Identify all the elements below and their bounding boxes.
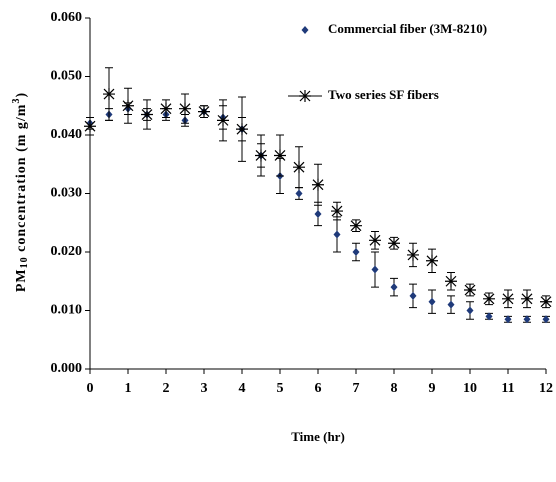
point [179,102,191,115]
point [84,120,96,133]
point [352,248,360,256]
legend-label: Two series SF fibers [328,87,439,102]
point [428,297,436,306]
point [445,275,457,288]
y-label-sub: 10 [19,256,30,268]
point [314,209,322,218]
point [407,248,419,261]
point [504,315,512,324]
y-tick-label: 0.020 [51,244,83,259]
x-axis-label: Time (hr) [291,429,345,444]
point [160,102,172,115]
point [236,123,248,136]
point [141,108,153,121]
point [542,315,550,324]
point [409,291,417,300]
y-label-sup: 3 [11,98,22,104]
y-tick-label: 0.010 [51,303,83,318]
y-tick-label: 0.040 [51,127,83,142]
x-tick-label: 8 [391,381,398,396]
point [295,189,303,198]
point [540,295,552,308]
y-tick-label: 0.060 [51,10,83,25]
x-tick-label: 3 [201,381,208,396]
y-tick-label: 0.000 [51,361,83,376]
point [466,306,474,315]
point [369,234,381,247]
x-tick-label: 10 [463,381,477,396]
y-label-part: PM [14,268,29,292]
point [198,105,210,118]
x-tick-label: 0 [87,381,94,396]
y-label-part: concentration (m g/m [14,104,29,257]
x-tick-label: 2 [163,381,170,396]
y-tick-label: 0.030 [51,186,83,201]
point [122,99,134,112]
x-tick-label: 9 [429,381,436,396]
point [293,161,305,174]
point [483,292,495,305]
y-axis-label: PM10 concentration (m g/m3) [11,92,30,292]
y-tick-label: 0.050 [51,69,83,84]
point [333,230,341,239]
point [371,265,379,274]
legend-label: Commercial fiber (3M-8210) [328,21,487,36]
legend-marker [301,26,309,34]
point [523,315,531,324]
point [217,114,229,127]
point [331,205,343,218]
y-label-part: ) [14,92,29,98]
point [426,254,438,267]
point [350,219,362,232]
point [255,149,267,162]
x-tick-label: 11 [501,381,514,396]
x-tick-label: 6 [315,381,322,396]
x-tick-label: 4 [239,381,246,396]
point [312,178,324,191]
x-tick-label: 1 [125,381,132,396]
x-tick-label: 5 [277,381,284,396]
point [103,88,115,101]
x-tick-label: 12 [539,381,553,396]
point [502,292,514,305]
point [521,292,533,305]
point [447,300,455,309]
point [485,312,493,321]
point [388,237,400,250]
x-tick-label: 7 [353,381,360,396]
legend-marker [299,90,311,102]
point [274,149,286,162]
point [464,284,476,297]
point [390,283,398,292]
